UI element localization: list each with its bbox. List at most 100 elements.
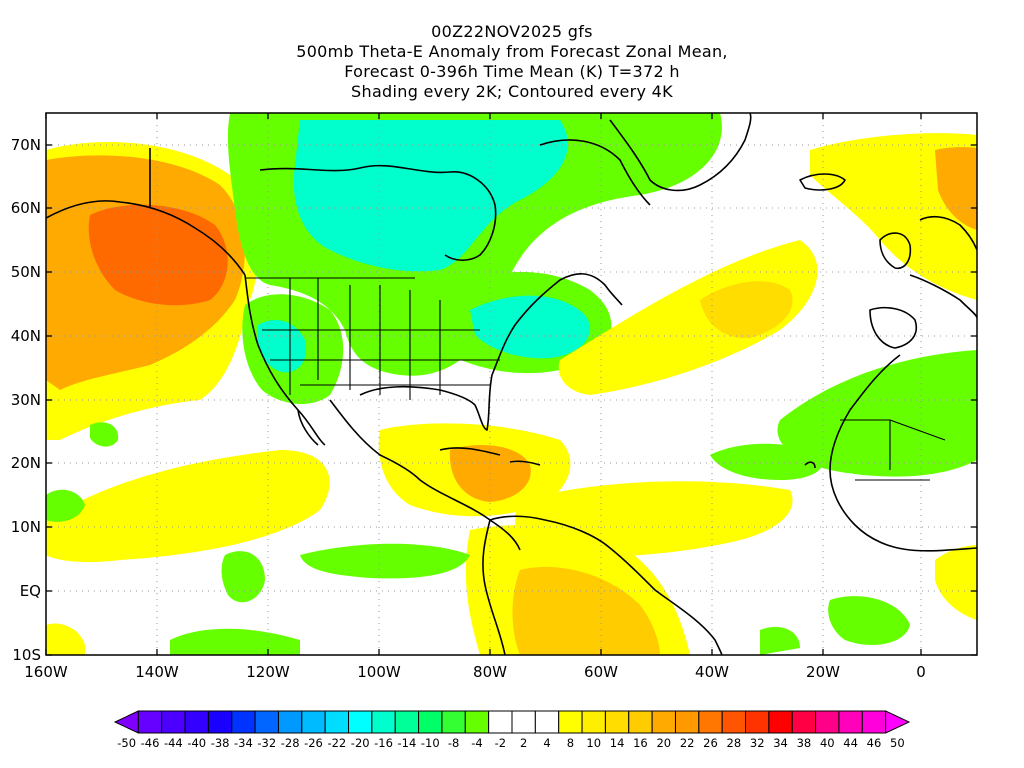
- x-tick-label: 80W: [473, 663, 507, 681]
- colorbar-swatch: [605, 711, 628, 733]
- colorbar-label: -34: [234, 736, 253, 750]
- colorbar-label: -20: [351, 736, 370, 750]
- colorbar-label: -16: [374, 736, 393, 750]
- colorbar-label: 20: [656, 736, 671, 750]
- colorbar-label: 2: [520, 736, 527, 750]
- colorbar-label: 50: [890, 736, 905, 750]
- colorbar-swatch: [559, 711, 582, 733]
- x-tick-label: 160W: [24, 663, 68, 681]
- x-tick-label: 0: [916, 663, 926, 681]
- y-tick-label: 20N: [11, 454, 41, 472]
- y-tick-label: 50N: [11, 263, 41, 281]
- colorbar-label: -28: [281, 736, 300, 750]
- colorbar-labels: -50-46-44-40-38-34-32-28-26-22-20-16-14-…: [117, 736, 904, 750]
- colorbar-swatch: [769, 711, 792, 733]
- colorbar-label: -8: [448, 736, 459, 750]
- colorbar-label: 10: [586, 736, 601, 750]
- warm-anomaly-gulf-guinea: [935, 545, 977, 620]
- colorbar-swatch: [862, 711, 885, 733]
- y-tick-label: 70N: [11, 136, 41, 154]
- colorbar-swatch: [278, 711, 301, 733]
- colorbar-label: 14: [610, 736, 625, 750]
- y-tick-label: 60N: [11, 199, 41, 217]
- y-tick-label: 10N: [11, 518, 41, 536]
- colorbar-swatch: [792, 711, 815, 733]
- x-tick-label: 120W: [246, 663, 290, 681]
- colorbar-swatch: [395, 711, 418, 733]
- x-tick-label: 20W: [806, 663, 840, 681]
- cold-anomaly-pacific-patch: [222, 551, 265, 602]
- colorbar-swatch: [535, 711, 558, 733]
- colorbar-label: 16: [633, 736, 648, 750]
- y-axis-labels: 70N 60N 50N 40N 30N 20N 10N EQ 10S: [11, 136, 41, 664]
- colorbar-swatch: [232, 711, 255, 733]
- colorbar-label: -50: [117, 736, 136, 750]
- colorbar-label: 26: [703, 736, 718, 750]
- cold-anomaly-south-atlantic-patch: [760, 627, 800, 655]
- colorbar-label: -32: [257, 736, 276, 750]
- colorbar-swatch: [512, 711, 535, 733]
- cold-anomaly-pacific-patch: [170, 629, 300, 655]
- colorbar-swatch: [675, 711, 698, 733]
- colorbar-swatch: [372, 711, 395, 733]
- x-tick-label: 140W: [135, 663, 179, 681]
- colorbar-swatch: [652, 711, 675, 733]
- colorbar-label: 22: [680, 736, 695, 750]
- anomaly-shading: [46, 113, 977, 655]
- x-tick-label: 40W: [695, 663, 729, 681]
- colorbar-swatch: [746, 711, 769, 733]
- colorbar-label: -46: [141, 736, 160, 750]
- y-tick-label: 10S: [12, 646, 41, 664]
- colorbar-label: -44: [164, 736, 183, 750]
- colorbar-swatch: [442, 711, 465, 733]
- colorbar-label: -2: [495, 736, 506, 750]
- colorbar-label: 38: [797, 736, 812, 750]
- colorbar-swatch: [582, 711, 605, 733]
- colorbar-label: -22: [327, 736, 346, 750]
- colorbar-swatch: [185, 711, 208, 733]
- colorbar-swatch: [419, 711, 442, 733]
- warm-anomaly-pacific-low: [46, 624, 85, 655]
- colorbar-swatch: [699, 711, 722, 733]
- colorbar-label: 28: [727, 736, 742, 750]
- colorbar-label: 44: [843, 736, 858, 750]
- colorbar-label: -40: [187, 736, 206, 750]
- colorbar-swatch: [629, 711, 652, 733]
- colorbar-swatch: [465, 711, 488, 733]
- colorbar-swatch: [208, 711, 231, 733]
- cold-anomaly-south-atlantic-patch: [828, 596, 910, 645]
- colorbar-arrow-right: [886, 711, 909, 733]
- colorbar-swatch: [816, 711, 839, 733]
- x-tick-label: 60W: [584, 663, 618, 681]
- colorbar: [115, 711, 909, 733]
- warm-anomaly-eastern-pacific: [46, 450, 330, 562]
- colorbar-label: 32: [750, 736, 765, 750]
- colorbar-label: -4: [471, 736, 482, 750]
- colorbar-label: 40: [820, 736, 835, 750]
- colorbar-label: 8: [567, 736, 574, 750]
- y-tick-label: 40N: [11, 327, 41, 345]
- colorbar-label: -26: [304, 736, 323, 750]
- colorbar-swatch: [722, 711, 745, 733]
- colorbar-swatch: [162, 711, 185, 733]
- colorbar-label: -10: [421, 736, 440, 750]
- colorbar-label: 46: [867, 736, 882, 750]
- cold-anomaly-pacific-patch: [90, 422, 118, 446]
- y-tick-label: EQ: [20, 582, 41, 600]
- colorbar-swatch: [138, 711, 161, 733]
- colorbar-swatch: [302, 711, 325, 733]
- colorbar-swatch: [325, 711, 348, 733]
- cold-anomaly-pacific-patch: [300, 544, 470, 579]
- x-axis-labels: 160W 140W 120W 100W 80W 60W 40W 20W 0: [24, 663, 926, 681]
- colorbar-swatch: [349, 711, 372, 733]
- colorbar-swatch: [839, 711, 862, 733]
- x-tick-label: 100W: [357, 663, 401, 681]
- colorbar-label: -38: [211, 736, 230, 750]
- colorbar-label: 4: [543, 736, 550, 750]
- colorbar-label: -14: [398, 736, 417, 750]
- colorbar-label: 34: [773, 736, 788, 750]
- colorbar-swatch: [489, 711, 512, 733]
- y-tick-label: 30N: [11, 391, 41, 409]
- colorbar-swatch: [255, 711, 278, 733]
